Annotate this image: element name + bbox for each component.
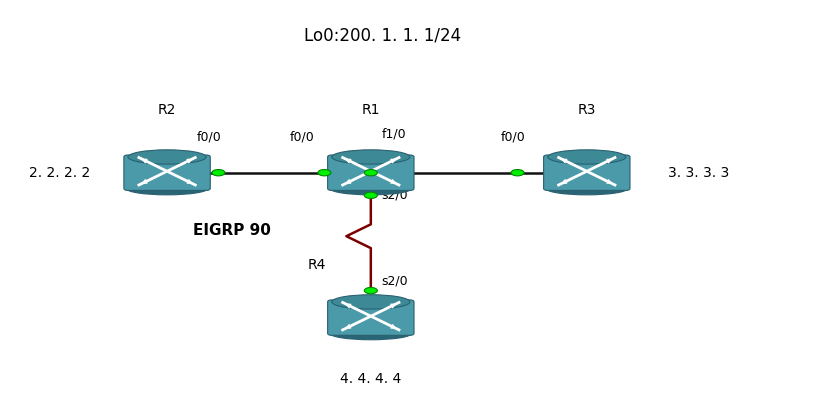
Circle shape [212, 170, 225, 176]
Text: f1/0: f1/0 [381, 128, 406, 141]
Text: R2: R2 [158, 103, 176, 117]
Circle shape [364, 192, 377, 198]
Ellipse shape [128, 150, 206, 164]
Ellipse shape [330, 327, 412, 340]
Text: EIGRP 90: EIGRP 90 [193, 223, 271, 238]
Text: R4: R4 [307, 258, 326, 272]
FancyBboxPatch shape [124, 155, 210, 191]
Ellipse shape [546, 182, 628, 195]
Ellipse shape [548, 150, 626, 164]
Ellipse shape [330, 182, 412, 195]
Text: f0/0: f0/0 [197, 131, 222, 144]
Circle shape [318, 170, 331, 176]
Text: 4. 4. 4. 4: 4. 4. 4. 4 [340, 372, 402, 386]
Text: s2/0: s2/0 [381, 189, 408, 202]
Ellipse shape [332, 150, 410, 164]
Text: R3: R3 [578, 103, 596, 117]
Circle shape [511, 170, 524, 176]
FancyBboxPatch shape [328, 300, 414, 335]
Text: s2/0: s2/0 [381, 275, 408, 288]
Circle shape [364, 287, 377, 294]
Text: f0/0: f0/0 [501, 131, 526, 144]
Text: 3. 3. 3. 3: 3. 3. 3. 3 [668, 166, 729, 180]
FancyBboxPatch shape [328, 155, 414, 191]
Text: R1: R1 [362, 103, 380, 117]
Ellipse shape [332, 295, 410, 309]
Ellipse shape [126, 182, 208, 195]
Text: f0/0: f0/0 [289, 131, 314, 144]
FancyBboxPatch shape [544, 155, 630, 191]
Circle shape [364, 170, 377, 176]
Text: 2. 2. 2. 2: 2. 2. 2. 2 [29, 166, 90, 180]
Text: Lo0:200. 1. 1. 1/24: Lo0:200. 1. 1. 1/24 [305, 27, 461, 45]
